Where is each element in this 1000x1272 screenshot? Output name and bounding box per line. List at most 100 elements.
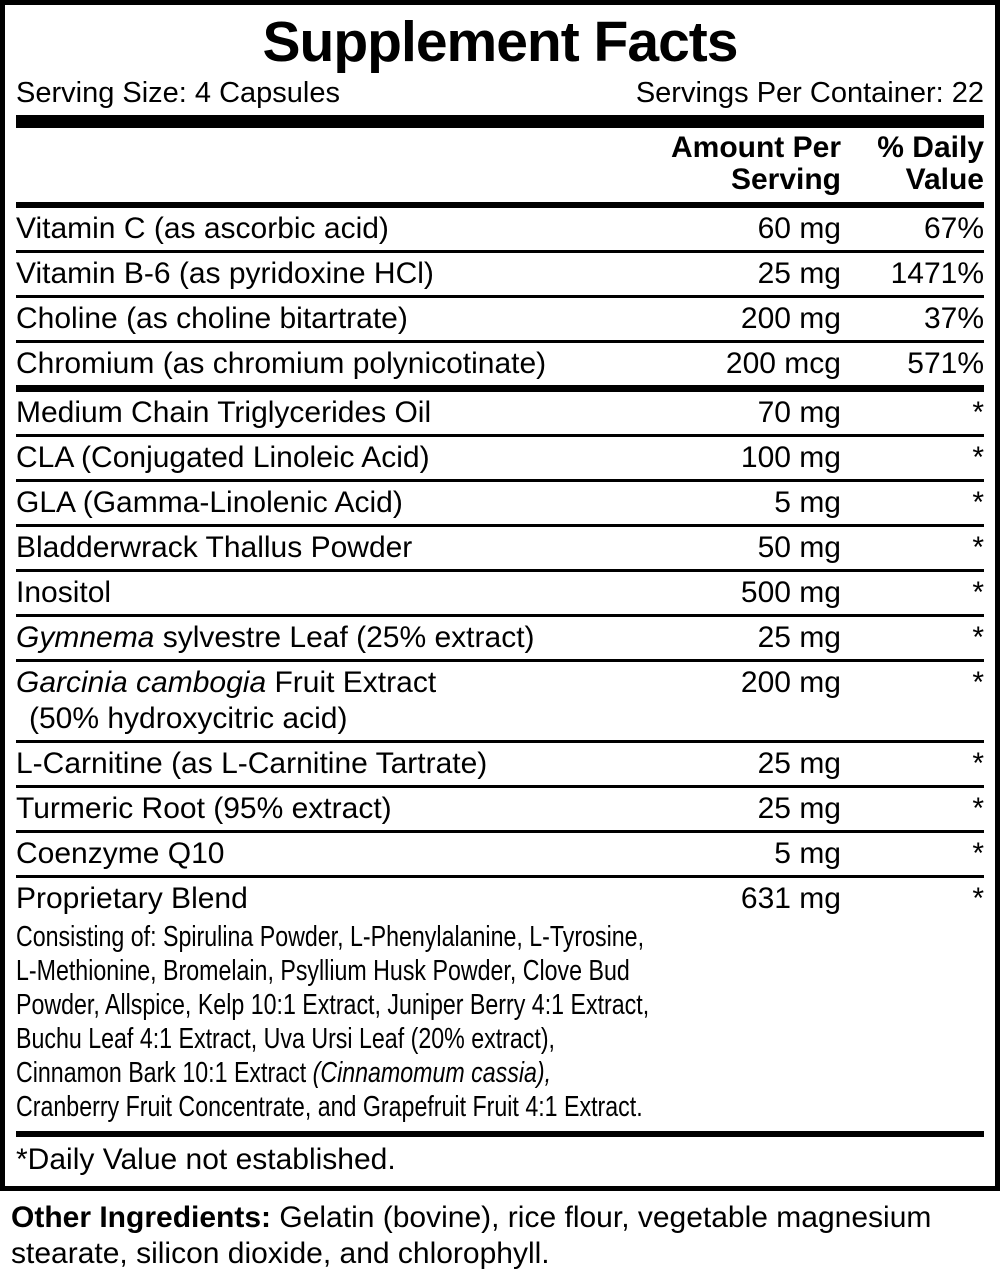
nutrient-row: Chromium (as chromium polynicotinate) 200… <box>16 340 984 385</box>
daily-value-header-line-2: Value <box>905 163 984 196</box>
text-segment: stearate, silicon dioxide, and chlorophy… <box>11 1237 550 1270</box>
nutrient-row: L-Carnitine (as L-Carnitine Tartrate) 25 … <box>16 740 984 785</box>
nutrient-daily-value: 571% <box>907 347 984 380</box>
nutrient-row: Bladderwrack Thallus Powder 50 mg * <box>16 524 984 569</box>
nutrient-amount: 25 mg <box>757 747 841 780</box>
other-ingredients-line: stearate, silicon dioxide, and chlorophy… <box>11 1236 989 1272</box>
nutrient-daily-value: * <box>972 486 984 519</box>
serving-size-text: Serving Size: 4 Capsules <box>16 77 340 109</box>
nutrient-row-main: L-Carnitine (as L-Carnitine Tartrate) 25 … <box>16 746 984 782</box>
daily-value-header: % Daily Value <box>841 132 984 196</box>
description-line: Powder, Allspice, Kelp 10:1 Extract, Jun… <box>16 988 984 1022</box>
text-segment: Turmeric Root (95% extract) <box>16 792 392 825</box>
text-segment: L-Carnitine (as L-Carnitine Tartrate) <box>16 747 488 780</box>
nutrient-name: Bladderwrack Thallus Powder <box>16 530 656 566</box>
nutrient-row-main: Coenzyme Q10 5 mg * <box>16 836 984 872</box>
nutrient-row: Proprietary Blend 631 mg * Consisting of: S… <box>16 875 984 1127</box>
other-ingredients-text: Other Ingredients: Gelatin (bovine), ric… <box>0 1191 1000 1272</box>
nutrient-row-main: GLA (Gamma-Linolenic Acid) 5 mg * <box>16 485 984 521</box>
nutrient-amount: 200 mcg <box>725 347 841 380</box>
description-line: L-Methionine, Bromelain, Psyllium Husk P… <box>16 954 984 988</box>
nutrient-daily-value: * <box>972 792 984 825</box>
nutrient-amount: 100 mg <box>740 441 841 474</box>
text-segment: Other Ingredients: <box>11 1201 272 1234</box>
servings-per-container-text: Servings Per Container: 22 <box>635 77 984 109</box>
text-segment: Inositol <box>16 576 112 609</box>
nutrient-row-main: Garcinia cambogia Fruit Extract (50% hydr… <box>16 665 984 737</box>
text-segment: Vitamin B-6 (as pyridoxine HCl) <box>16 257 434 290</box>
nutrient-row-main: Chromium (as chromium polynicotinate) 200… <box>16 346 984 382</box>
name-column-header <box>16 132 656 196</box>
text-segment: sylvestre Leaf (25% extract) <box>154 621 535 654</box>
divider-thick <box>16 115 984 128</box>
nutrient-row-main: Vitamin C (as ascorbic acid) 60 mg 67% <box>16 211 984 247</box>
nutrient-row-main: Choline (as choline bitartrate) 200 mg 37% <box>16 301 984 337</box>
nutrient-amount: 5 mg <box>774 837 841 870</box>
description-line: Cranberry Fruit Concentrate, and Grapefr… <box>16 1090 984 1124</box>
text-segment: Medium Chain Triglycerides Oil <box>16 396 432 429</box>
nutrient-amount: 200 mg <box>740 302 841 335</box>
nutrient-daily-value: 37% <box>923 302 984 335</box>
nutrient-row: Turmeric Root (95% extract) 25 mg * <box>16 785 984 830</box>
nutrient-amount: 70 mg <box>757 396 841 429</box>
nutrient-daily-value: * <box>972 441 984 474</box>
page-title: Supplement Facts <box>262 10 739 74</box>
nutrient-name-subline: (50% hydroxycitric acid) <box>29 702 348 735</box>
nutrient-name: Vitamin C (as ascorbic acid) <box>16 211 656 247</box>
nutrient-row: Medium Chain Triglycerides Oil 70 mg * <box>16 385 984 434</box>
nutrient-amount: 25 mg <box>757 621 841 654</box>
nutrient-row: Vitamin C (as ascorbic acid) 60 mg 67% <box>16 208 984 250</box>
text-segment: Gymnema <box>16 621 155 654</box>
nutrient-daily-value: * <box>972 621 984 654</box>
nutrient-name: Chromium (as chromium polynicotinate) <box>16 346 656 382</box>
nutrient-daily-value: * <box>972 837 984 870</box>
nutrient-name: Turmeric Root (95% extract) <box>16 791 656 827</box>
text-segment: Chromium (as chromium polynicotinate) <box>16 347 547 380</box>
nutrient-table: Vitamin C (as ascorbic acid) 60 mg 67% Vita… <box>16 208 984 1127</box>
text-segment: Powder, Allspice, Kelp 10:1 Extract, Jun… <box>16 989 650 1021</box>
column-headers: Amount Per Serving % Daily Value <box>16 128 984 202</box>
text-segment: CLA (Conjugated Linoleic Acid) <box>16 441 430 474</box>
text-segment: Vitamin C (as ascorbic acid) <box>16 212 389 245</box>
other-ingredients-line: Other Ingredients: Gelatin (bovine), ric… <box>11 1200 989 1236</box>
nutrient-daily-value: 67% <box>923 212 984 245</box>
text-segment: Gelatin (bovine), rice flour, vegetable … <box>271 1201 932 1234</box>
nutrient-name: Garcinia cambogia Fruit Extract (50% hydr… <box>16 665 656 737</box>
nutrient-daily-value: * <box>972 396 984 429</box>
text-segment: Cranberry Fruit Concentrate, and Grapefr… <box>16 1091 643 1123</box>
nutrient-name: Coenzyme Q10 <box>16 836 656 872</box>
description-line: Buchu Leaf 4:1 Extract, Uva Ursi Leaf (2… <box>16 1022 984 1056</box>
text-segment: Bladderwrack Thallus Powder <box>16 531 413 564</box>
nutrient-row-main: Turmeric Root (95% extract) 25 mg * <box>16 791 984 827</box>
nutrient-row-main: Inositol 500 mg * <box>16 575 984 611</box>
nutrient-daily-value: * <box>972 882 984 915</box>
nutrient-amount: 60 mg <box>757 212 841 245</box>
nutrient-name: Inositol <box>16 575 656 611</box>
supplement-facts-box: Supplement Facts Serving Size: 4 Capsule… <box>0 0 1000 1191</box>
divider-medium-bottom <box>16 1131 984 1137</box>
nutrient-amount: 5 mg <box>774 486 841 519</box>
nutrient-row-main: Medium Chain Triglycerides Oil 70 mg * <box>16 395 984 431</box>
proprietary-blend-description: Consisting of: Spirulina Powder, L-Pheny… <box>16 920 984 1124</box>
nutrient-name: GLA (Gamma-Linolenic Acid) <box>16 485 656 521</box>
nutrient-name: Proprietary Blend <box>16 881 656 917</box>
nutrient-row-main: Gymnema sylvestre Leaf (25% extract) 25 m… <box>16 620 984 656</box>
nutrient-daily-value: * <box>972 531 984 564</box>
nutrient-row: Choline (as choline bitartrate) 200 mg 37% <box>16 295 984 340</box>
text-segment: Coenzyme Q10 <box>16 837 225 870</box>
nutrient-name: Choline (as choline bitartrate) <box>16 301 656 337</box>
text-segment: Consisting of: Spirulina Powder, L-Pheny… <box>16 921 645 953</box>
text-segment: Proprietary Blend <box>16 882 248 915</box>
text-segment: GLA (Gamma-Linolenic Acid) <box>16 486 403 519</box>
daily-value-footnote: *Daily Value not established. <box>16 1143 396 1176</box>
daily-value-header-line-1: % Daily <box>877 131 984 164</box>
nutrient-row-main: Proprietary Blend 631 mg * <box>16 881 984 917</box>
nutrient-name: Medium Chain Triglycerides Oil <box>16 395 656 431</box>
nutrient-row: Gymnema sylvestre Leaf (25% extract) 25 m… <box>16 614 984 659</box>
nutrient-name: Gymnema sylvestre Leaf (25% extract) <box>16 620 656 656</box>
text-segment: (Cinnamomum cassia), <box>312 1057 552 1089</box>
text-segment: Buchu Leaf 4:1 Extract, Uva Ursi Leaf (2… <box>16 1023 555 1055</box>
nutrient-row-main: Vitamin B-6 (as pyridoxine HCl) 25 mg 1471… <box>16 256 984 292</box>
serving-info: Serving Size: 4 Capsules Servings Per Co… <box>16 75 984 111</box>
